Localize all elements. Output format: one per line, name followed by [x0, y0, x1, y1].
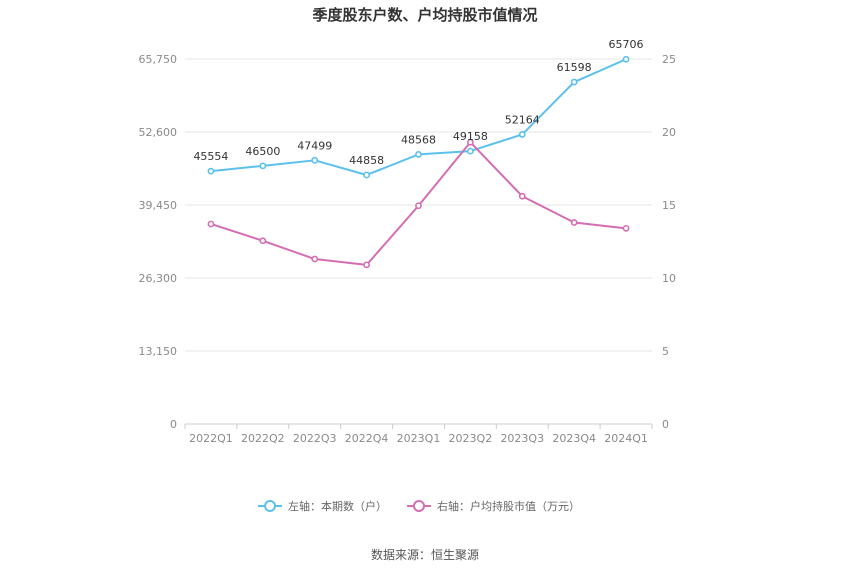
x-axis-tick-label: 2023Q3: [500, 432, 544, 445]
data-label: 47499: [297, 139, 332, 152]
right-axis-tick-label: 20: [662, 126, 676, 139]
x-axis-tick-label: 2024Q1: [604, 432, 648, 445]
data-label: 46500: [245, 145, 280, 158]
x-axis-tick-label: 2022Q3: [293, 432, 337, 445]
grid: [185, 58, 652, 425]
left-axis-tick-label: 65,750: [139, 53, 178, 66]
x-axis-tick-label: 2023Q4: [552, 432, 596, 445]
data-labels: 45554 46500 47499 44858 48568 49158 52164 61598…: [193, 38, 643, 167]
data-label: 52164: [505, 113, 540, 126]
data-label: 45554: [193, 150, 228, 163]
legend-marker-1: [264, 500, 276, 512]
data-point: [518, 192, 526, 200]
right-axis-tick-label: 5: [662, 345, 669, 358]
data-point: [207, 167, 215, 175]
data-label: 49158: [453, 130, 488, 143]
left-axis-tick-label: 39,450: [139, 199, 178, 212]
data-label: 61598: [557, 61, 592, 74]
right-axis-tick-label: 25: [662, 53, 676, 66]
legend-label-1: 左轴：本期数（户）: [288, 499, 387, 513]
right-axis-tick-label: 10: [662, 272, 676, 285]
data-point: [311, 255, 319, 263]
data-point: [622, 224, 630, 232]
left-axis-tick-label: 52,600: [139, 126, 178, 139]
axes: 013,15026,30039,45052,60065,750051015202…: [139, 53, 677, 445]
data-point: [207, 220, 215, 228]
legend: 左轴：本期数（户） 右轴：户均持股市值（万元）: [258, 499, 580, 513]
data-point: [518, 131, 526, 138]
source-note: 数据来源：恒生聚源: [371, 547, 479, 562]
x-axis-tick-label: 2022Q2: [241, 432, 285, 445]
data-point: [415, 150, 422, 158]
right-axis-tick-label: 0: [662, 418, 669, 431]
data-point: [622, 55, 630, 63]
data-label: 65706: [609, 38, 644, 51]
data-point: [259, 237, 267, 245]
data-point: [311, 156, 319, 164]
left-axis-tick-label: 26,300: [139, 272, 178, 285]
right-axis-tick-label: 15: [662, 199, 676, 212]
data-point: [466, 138, 474, 146]
data-point: [259, 162, 267, 170]
x-axis-tick-label: 2023Q2: [449, 432, 493, 445]
data-label: 44858: [349, 154, 384, 167]
x-axis-tick-label: 2022Q1: [189, 432, 233, 445]
chart-title: 季度股东户数、户均持股市值情况: [312, 6, 537, 24]
left-axis-tick-label: 0: [170, 418, 177, 431]
data-point: [570, 78, 578, 86]
data-point: [415, 202, 422, 210]
left-axis-tick-label: 13,150: [139, 345, 178, 358]
legend-label-2: 右轴：户均持股市值（万元）: [437, 499, 580, 513]
legend-marker-2: [413, 500, 425, 512]
data-label: 48568: [401, 133, 436, 146]
data-point: [466, 147, 474, 155]
x-axis-tick-label: 2023Q1: [397, 432, 441, 445]
data-point: [363, 261, 371, 269]
data-point: [570, 219, 578, 226]
series-layer: [207, 55, 630, 269]
data-point: [363, 171, 371, 179]
x-axis-tick-label: 2022Q4: [345, 432, 389, 445]
